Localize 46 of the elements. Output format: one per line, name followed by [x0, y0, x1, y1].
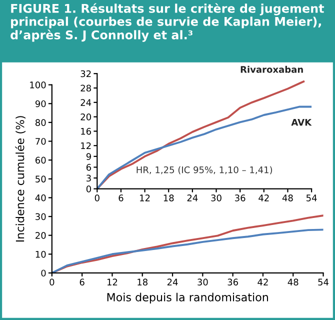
x-tick-label: 24 [187, 194, 198, 202]
x-tick-label: 18 [164, 194, 174, 202]
y-tick-label: 20 [80, 114, 91, 120]
series-label: AVK [291, 118, 312, 126]
x-tick-label: 0 [50, 278, 54, 286]
series-label: Rivaroxaban [240, 66, 303, 73]
y-axis-title: Incidence cumulée (%) [15, 116, 26, 242]
y-tick-label: 80 [35, 119, 46, 126]
x-tick-label: 12 [140, 194, 150, 202]
y-tick-label: 16 [81, 128, 92, 135]
y-tick-label: 50 [36, 176, 46, 182]
x-tick-label: 0 [94, 194, 100, 202]
y-tick-label: 0 [41, 270, 46, 277]
y-tick-label: 60 [36, 156, 46, 164]
y-tick-label: 0 [86, 186, 91, 192]
y-tick-label: 20 [36, 232, 46, 239]
x-tick-label: 30 [198, 278, 208, 286]
y-tick-label: 30 [36, 213, 46, 220]
y-tick-label: 10 [36, 250, 46, 258]
x-tick-label: 42 [258, 194, 269, 202]
y-tick-label: 40 [35, 194, 46, 202]
x-tick-label: 48 [282, 194, 293, 202]
x-axis-title: Mois depuis la randomisation [107, 292, 268, 304]
y-tick-label: 28 [80, 84, 91, 92]
x-tick-label: 18 [138, 278, 148, 286]
y-tick-label: 6 [86, 164, 92, 171]
y-tick-label: 100 [30, 82, 46, 88]
x-tick-label: 6 [118, 194, 124, 202]
x-tick-label: 24 [167, 278, 178, 286]
x-tick-label: 48 [288, 278, 298, 286]
y-tick-label: 24 [80, 99, 92, 106]
y-tick-label: 3 [86, 174, 91, 182]
y-tick-label: 9 [86, 153, 91, 160]
x-tick-label: 36 [235, 194, 246, 202]
x-tick-label: 54 [306, 194, 317, 202]
y-tick-label: 70 [36, 138, 46, 145]
x-tick-label: 54 [318, 278, 329, 286]
x-tick-label: 42 [258, 278, 268, 286]
x-tick-label: 36 [228, 278, 238, 286]
x-tick-label: 30 [211, 194, 222, 202]
y-tick-label: 90 [35, 100, 46, 108]
annotation: HR, 1,25 (IC 95%, 1,10 – 1,41) [136, 166, 272, 174]
y-tick-label: 32 [80, 70, 91, 78]
chart-title: FIGURE 1. Résultats sur le critère de jugement principal (courbes de survie de Kaplan Meier), d’après S. J Connolly et al.³ [10, 3, 324, 42]
x-tick-label: 12 [107, 278, 118, 286]
y-tick-label: 12 [81, 142, 91, 150]
